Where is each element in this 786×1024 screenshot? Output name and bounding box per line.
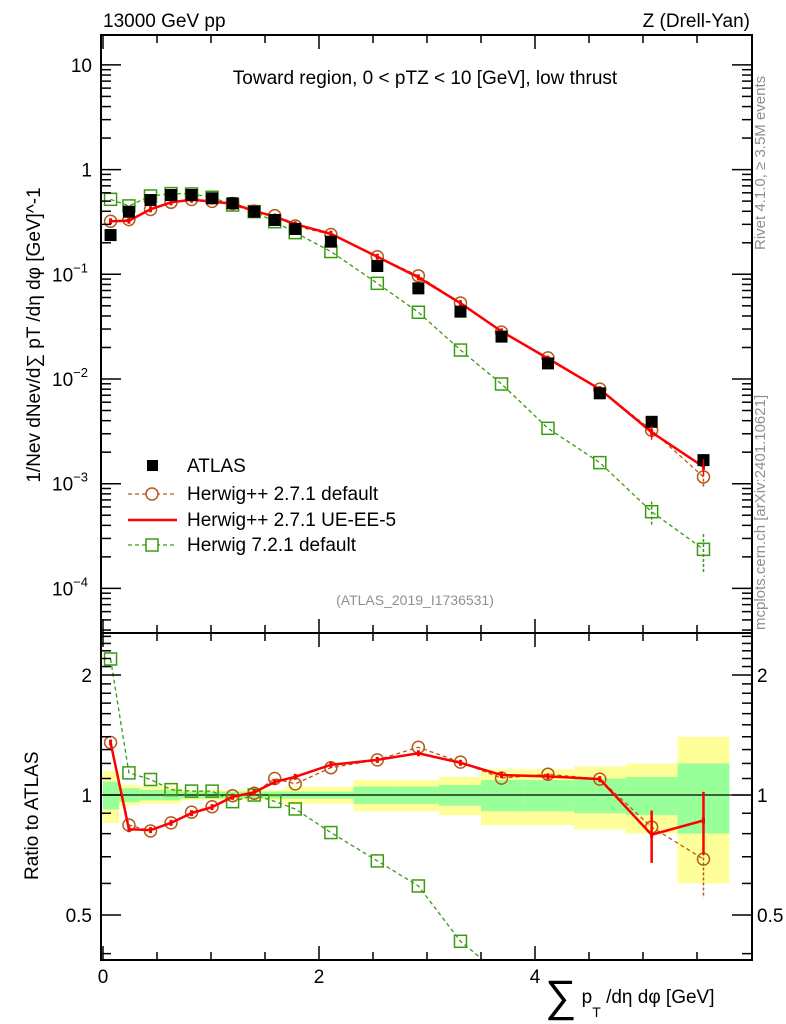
band-stat-bin — [481, 780, 525, 812]
ratio-point-herwigpp-default — [541, 767, 555, 781]
main-point-atlas — [645, 415, 658, 428]
y-tick-base: 10 — [52, 579, 73, 600]
ratio-point-herwig7-default — [122, 766, 136, 780]
main-point-atlas — [289, 222, 302, 235]
ratio-point-herwig7-default — [143, 772, 158, 787]
ratio-point-herwig7-default — [205, 784, 219, 798]
ratio-y-tick-label: 2 — [81, 666, 92, 687]
main-point-atlas — [371, 260, 384, 273]
mcplots-info: mcplots.cern.ch [arXiv:2401.10621] — [752, 395, 769, 630]
rivet-info: Rivet 4.1.0, ≥ 3.5M events — [752, 76, 769, 250]
main-point-atlas — [185, 189, 198, 202]
ratio-y-tick-label: 0.5 — [66, 906, 92, 927]
main-line-hpp_def — [110, 198, 704, 478]
main-point-atlas — [226, 197, 239, 210]
ratio-frame — [100, 632, 753, 961]
y-tick-base: 10 — [52, 475, 73, 496]
plot-title: Toward region, 0 < pTZ < 10 [GeV], low t… — [233, 68, 618, 89]
legend: ATLAS Herwig++ 2.7.1 default Herwig++ 2.… — [128, 456, 396, 556]
y-tick-label: 10−2 — [52, 365, 88, 391]
main-point-atlas — [541, 357, 554, 370]
x-tick-label: 4 — [530, 967, 541, 988]
x-axis-label: ∑ pT /dη dφ [GeV] — [545, 972, 715, 1021]
legend-label-atlas: ATLAS — [187, 456, 246, 477]
y-tick-exponent: −4 — [73, 574, 88, 589]
ratio-y-tick-label-right: 1 — [757, 786, 768, 807]
main-point-herwigpp-default — [411, 269, 426, 283]
main-point-herwig7-default — [411, 305, 426, 320]
header-left: 13000 GeV pp — [103, 11, 226, 32]
y-tick-exponent: −3 — [73, 470, 88, 485]
main-point-herwig7-default — [593, 455, 607, 470]
main-point-atlas — [206, 192, 219, 205]
ratio-y-tick-label: 1 — [81, 786, 92, 807]
y-tick-exponent: −1 — [73, 260, 88, 275]
legend-label-herwigpp-ue: Herwig++ 2.7.1 UE-EE-5 — [187, 510, 396, 531]
main-point-atlas — [104, 229, 117, 242]
main-point-atlas — [454, 305, 467, 318]
main-point-atlas — [165, 189, 178, 202]
ratio-uncertainty-bands — [101, 736, 752, 884]
ratio-point-herwig7-default — [370, 854, 385, 868]
ratio-point-herwig7-default — [324, 825, 338, 840]
x-tick-label: 0 — [98, 967, 109, 988]
main-line-hpp_ue — [110, 198, 705, 468]
legend-item-herwig7-default: Herwig 7.2.1 default — [128, 535, 357, 556]
analysis-reference: (ATLAS_2019_I1736531) — [336, 592, 494, 608]
legend-marker-atlas — [147, 460, 158, 471]
ratio-series-group — [103, 652, 711, 961]
header-right: Z (Drell-Yan) — [643, 11, 750, 32]
legend-label-herwig7-default: Herwig 7.2.1 default — [187, 535, 357, 556]
main-point-herwig7-default — [494, 377, 509, 391]
legend-marker-herwig7-default — [145, 538, 159, 552]
ratio-y-axis-label: Ratio to ATLAS — [22, 752, 43, 881]
main-point-atlas — [412, 282, 425, 295]
ratio-point-herwig7-default — [267, 794, 282, 809]
main-point-atlas — [495, 330, 508, 343]
main-series-group — [103, 186, 711, 573]
main-point-atlas — [248, 205, 261, 218]
legend-label-herwigpp-default: Herwig++ 2.7.1 default — [187, 484, 379, 505]
y-tick-label: 10−4 — [52, 574, 88, 600]
ratio-y-tick-label-right: 2 — [757, 666, 768, 687]
y-tick-label: 1 — [81, 161, 92, 182]
ratio-point-herwig7-default — [164, 782, 178, 797]
y-tick-label: 10 — [71, 56, 92, 77]
x-tick-label: 2 — [314, 967, 325, 988]
ratio-point-herwigpp-default — [205, 800, 219, 814]
main-point-atlas — [122, 205, 135, 218]
y-tick-base: 10 — [52, 370, 73, 391]
main-point-atlas — [144, 194, 157, 207]
legend-item-herwigpp-default: Herwig++ 2.7.1 default — [128, 484, 379, 505]
main-point-herwig7-default — [453, 343, 468, 357]
main-point-herwig7-default — [370, 276, 385, 291]
ratio-point-herwig7-default — [411, 879, 426, 893]
legend-marker-herwigpp-default — [145, 487, 159, 501]
main-point-atlas — [268, 214, 281, 227]
y-axis-label: 1/Nev dNev/d∑ pT /dη dφ [GeV]^-1 — [24, 187, 45, 482]
chart-marks — [103, 186, 711, 961]
ratio-point-herwig7-default — [288, 802, 302, 816]
ratio-point-herwig7-default — [184, 784, 199, 798]
band-stat-bin — [524, 780, 574, 812]
y-tick-label: 10−3 — [52, 470, 88, 496]
legend-item-herwigpp-ue: Herwig++ 2.7.1 UE-EE-5 — [128, 510, 396, 531]
main-point-atlas — [324, 235, 337, 248]
main-point-herwig7-default — [541, 421, 555, 436]
y-tick-label: 10−1 — [52, 260, 88, 286]
legend-item-atlas: ATLAS — [147, 456, 246, 477]
band-stat-bin — [625, 776, 678, 816]
band-stat-bin — [573, 778, 626, 814]
ratio-point-herwig7-default — [453, 934, 468, 949]
ratio-point-herwigpp-default — [164, 816, 178, 830]
ratio-y-tick-label-right: 0.5 — [757, 906, 783, 927]
y-tick-exponent: −2 — [73, 365, 88, 380]
main-point-atlas — [593, 387, 606, 400]
y-tick-base: 10 — [52, 265, 73, 286]
